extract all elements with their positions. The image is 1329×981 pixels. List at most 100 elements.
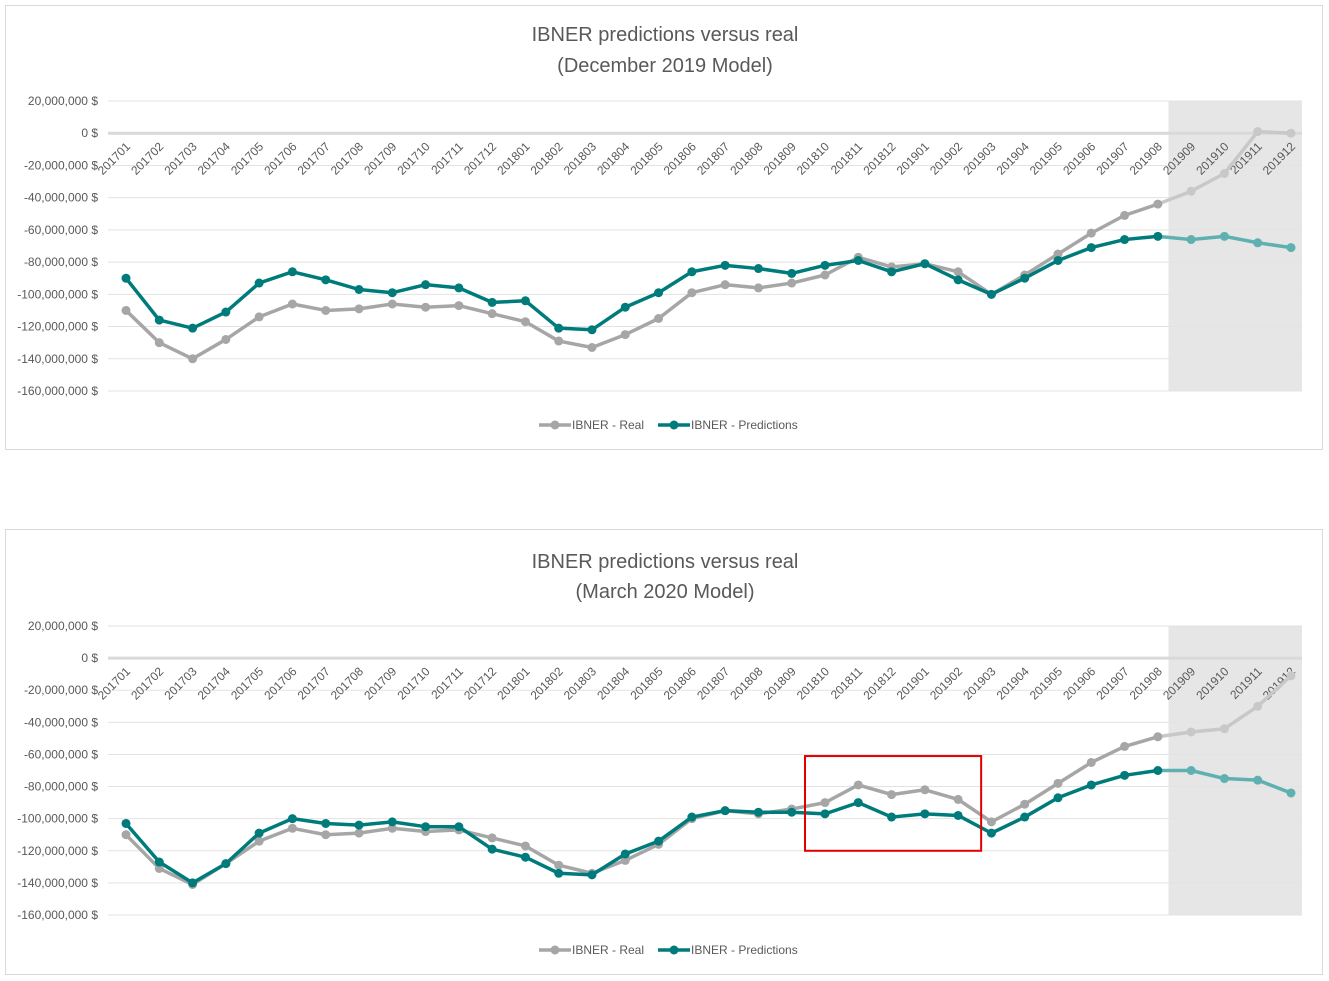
x-tick-label: 201807 [694,664,732,702]
x-tick-label: 201711 [428,139,466,177]
legend-label: IBNER - Predictions [691,418,798,432]
data-point [1120,741,1130,751]
data-point [387,823,397,833]
x-tick-label: 201905 [1027,664,1065,702]
data-point [254,312,264,322]
data-point [587,870,597,880]
x-tick-label: 201704 [195,139,233,177]
data-point [953,794,963,804]
data-point [520,852,530,862]
x-tick-label: 201808 [727,139,765,177]
x-tick-label: 201706 [261,664,299,702]
data-point [554,860,564,870]
data-point [820,798,830,808]
data-point [620,302,630,312]
data-point [986,817,996,827]
x-tick-label: 201704 [195,664,233,702]
x-tick-label: 201907 [1093,664,1131,702]
y-tick-label: 0 $ [81,126,98,140]
data-point [1219,774,1229,784]
data-point [221,859,231,869]
data-point [520,841,530,851]
data-point [188,323,198,333]
data-point [1153,732,1163,742]
x-tick-label: 201803 [561,139,599,177]
data-point [720,806,730,816]
y-tick-label: -80,000,000 $ [24,255,98,269]
data-point [953,275,963,285]
data-point [620,855,630,865]
x-tick-label: 201907 [1093,139,1131,177]
data-point [920,809,930,819]
chart-panel-december-2019: 20,000,000 $ 0 $ -20,000,000 $ -40,000,000 … [5,5,1323,450]
data-point [920,259,930,269]
series-line [124,768,1159,885]
y-tick-label: 20,000,000 $ [28,94,98,108]
y-tick-label: -100,000,000 $ [17,287,98,301]
data-point [1186,186,1196,196]
data-point [321,305,331,315]
highlight-box [804,755,983,852]
data-point [853,798,863,808]
data-point [753,807,763,817]
data-point [620,849,630,859]
x-tick-label: 201710 [394,664,432,702]
data-point [254,278,264,288]
x-tick-label: 201706 [261,139,299,177]
data-point [1219,169,1229,178]
data-point [454,822,464,832]
data-point [953,810,963,820]
data-point [587,343,597,352]
data-point [321,275,331,285]
x-tick-label: 201809 [761,664,799,702]
data-point [487,844,497,854]
x-tick-label: 201805 [627,139,665,177]
legend: IBNER - Real IBNER - Predictions [539,418,798,432]
data-point [1053,793,1063,803]
x-tick-label: 201908 [1127,664,1165,702]
x-tick-label: 201802 [528,664,566,702]
data-point [654,288,664,298]
data-point [887,812,897,822]
data-point [1053,249,1063,259]
data-point [321,830,331,840]
x-tick-label: 201902 [927,664,965,702]
data-point [887,267,897,277]
data-point [887,790,897,800]
data-point [920,785,930,795]
data-point [354,828,364,838]
x-tick-label: 201802 [528,139,566,177]
x-tick-label: 201806 [661,664,699,702]
chart-panel-march-2020: 20,000,000 $ 0 $ -20,000,000 $ -40,000,000 … [5,529,1323,975]
data-point [1020,273,1030,283]
x-tick-label: 201812 [860,664,898,702]
data-point [953,267,963,277]
data-point [1053,778,1063,788]
data-point [1086,243,1096,253]
data-point [1253,238,1263,248]
chart-subtitle: (December 2019 Model) [557,55,773,77]
x-tick-label: 201809 [761,139,799,177]
chart-march-2020: 20,000,000 $ 0 $ -20,000,000 $ -40,000,000 … [17,551,1302,957]
data-point [520,317,530,327]
y-tick-label: -40,000,000 $ [24,715,98,729]
x-tick-label: 201811 [828,664,866,702]
x-tick-label: 201808 [727,664,765,702]
x-tick-label: 201902 [927,139,965,177]
x-tick-label: 201712 [461,139,499,177]
data-point [820,270,830,280]
x-tick-label: 201709 [361,139,399,177]
legend-marker [669,945,679,955]
data-point [121,273,131,283]
x-tick-label: 201707 [295,139,333,177]
x-tick-label: 201701 [95,664,133,702]
x-tick-label: 201703 [161,139,199,177]
x-tick-label: 201801 [494,664,532,702]
x-tick-label: 201709 [361,664,399,702]
data-point [1153,231,1163,241]
x-tick-label: 201807 [694,139,732,177]
series-line [124,202,1159,361]
x-tick-label: 201903 [960,139,998,177]
x-tick-label: 201812 [860,139,898,177]
data-point [520,296,530,306]
